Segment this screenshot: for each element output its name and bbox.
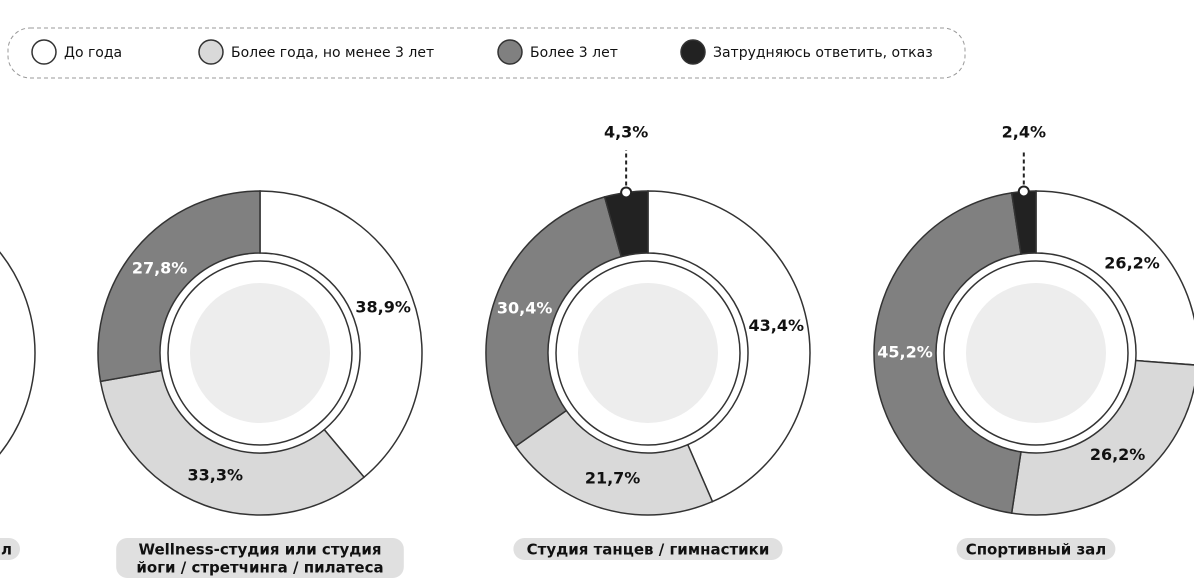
donut-segment: [485, 195, 623, 448]
donut-segment: [97, 190, 261, 383]
legend-label: Затрудняюсь ответить, отказ: [713, 45, 933, 61]
data-label: 43,4%: [749, 316, 805, 335]
data-label: 4,3%: [604, 123, 648, 142]
data-label: 27,8%: [132, 258, 188, 277]
leader-dot: [1017, 185, 1030, 198]
legend-swatch: [497, 39, 523, 65]
chart-title: Студия танцев / гимнастики: [527, 541, 770, 559]
data-label: 21,7%: [585, 469, 641, 488]
donut-segment: [1010, 359, 1194, 516]
donut-segment: [99, 369, 366, 516]
donut-segment: [873, 191, 1022, 515]
data-label: 2,4%: [1002, 123, 1046, 142]
chart-title: йоги / стретчинга / пилатеса: [136, 559, 383, 577]
donut-segment: [1035, 190, 1194, 366]
chart-title: Спортивный зал: [966, 541, 1107, 559]
legend-label: Более года, но менее 3 лет: [231, 45, 434, 61]
data-label: 38,9%: [355, 298, 411, 317]
donut-segment: [647, 190, 811, 503]
legend-swatch: [680, 39, 706, 65]
illustration: [578, 283, 718, 423]
title-pill: [116, 538, 404, 578]
legend-frame: [7, 27, 966, 79]
cropped-donut: [0, 251, 36, 455]
donut-segment: [603, 190, 649, 258]
title-pill: [0, 538, 20, 560]
legend-swatch: [31, 39, 57, 65]
leader-dot: [620, 186, 633, 199]
donut-segment: [259, 190, 423, 479]
data-label: 45,2%: [877, 343, 933, 362]
legend-swatch: [198, 39, 224, 65]
title-pill: [956, 538, 1116, 560]
illustration: [966, 283, 1106, 423]
chart-title: л: [1, 541, 12, 559]
data-label: 26,2%: [1090, 445, 1146, 464]
data-label: 26,2%: [1104, 253, 1160, 272]
legend-label: До года: [64, 45, 122, 61]
title-pill: [513, 538, 783, 560]
data-label: 30,4%: [497, 298, 553, 317]
data-label: 33,3%: [187, 466, 243, 485]
chart-title: Wellness-студия или студия: [138, 541, 381, 559]
illustration: [190, 283, 330, 423]
legend-label: Более 3 лет: [530, 45, 618, 61]
